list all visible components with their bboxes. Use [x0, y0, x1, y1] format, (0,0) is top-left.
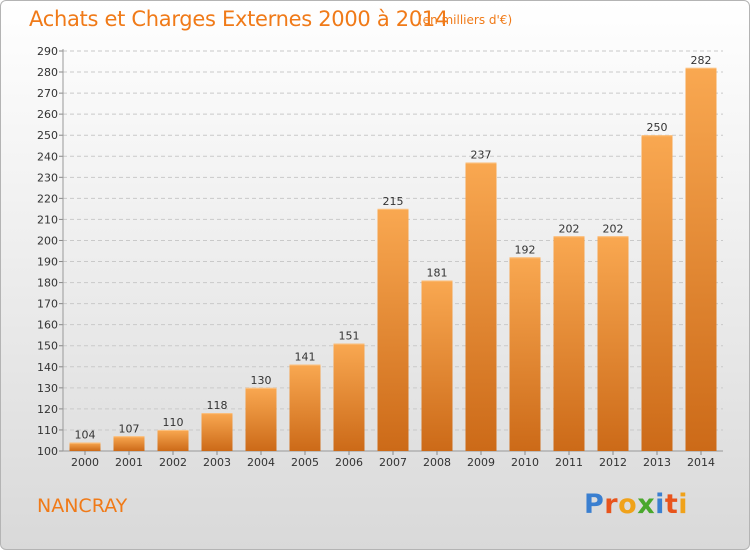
bar-2008 [421, 280, 453, 451]
data-label-2013: 250 [647, 121, 668, 134]
bar-2007 [377, 208, 409, 451]
y-tick-label: 290 [37, 45, 58, 58]
data-label-2004: 130 [251, 374, 272, 387]
bar-2006 [333, 343, 365, 451]
y-tick-label: 170 [37, 298, 58, 311]
x-tick-label-2004: 2004 [247, 456, 275, 469]
bar-2004 [245, 387, 277, 451]
logo-letter: x [637, 489, 656, 520]
chart-title: Achats et Charges Externes 2000 à 2014 [29, 7, 449, 31]
x-tick-label-2001: 2001 [115, 456, 143, 469]
data-label-2005: 141 [295, 351, 316, 364]
chart-unit-label: (en milliers d'€) [418, 13, 513, 27]
logo-letter: i [678, 489, 689, 520]
bar-2012 [597, 236, 629, 451]
data-label-2009: 237 [471, 149, 492, 162]
x-tick-label-2014: 2014 [687, 456, 715, 469]
logo-letter: o [618, 489, 638, 520]
data-label-2011: 202 [559, 222, 580, 235]
logo-letter: r [604, 489, 619, 520]
data-label-2007: 215 [383, 195, 404, 208]
data-label-2006: 151 [339, 330, 360, 343]
bar-2014 [685, 67, 717, 451]
y-tick-label: 190 [37, 256, 58, 269]
x-tick-label-2003: 2003 [203, 456, 231, 469]
town-name: NANCRAY [37, 495, 128, 517]
y-tick-label: 180 [37, 277, 58, 290]
y-tick-label: 150 [37, 340, 58, 353]
data-label-2008: 181 [427, 266, 448, 279]
y-tick-label: 120 [37, 403, 58, 416]
data-label-2000: 104 [75, 429, 96, 442]
proxiti-logo[interactable]: Proxiti [584, 489, 688, 520]
bar-2002 [157, 429, 189, 451]
x-tick-label-2002: 2002 [159, 456, 187, 469]
y-tick-label: 200 [37, 234, 58, 247]
bar-2013 [641, 135, 673, 452]
bar-2000 [69, 442, 101, 451]
y-tick-label: 240 [37, 150, 58, 163]
data-label-2010: 192 [515, 243, 536, 256]
x-tick-label-2006: 2006 [335, 456, 363, 469]
bar-2009 [465, 162, 497, 451]
y-tick-label: 230 [37, 171, 58, 184]
y-tick-label: 260 [37, 108, 58, 121]
bar-2001 [113, 436, 145, 451]
y-tick-label: 250 [37, 129, 58, 142]
x-tick-label-2010: 2010 [511, 456, 539, 469]
data-label-2014: 282 [691, 54, 712, 67]
x-tick-label-2012: 2012 [599, 456, 627, 469]
data-label-2001: 107 [119, 422, 140, 435]
x-tick-label-2011: 2011 [555, 456, 583, 469]
bar-2005 [289, 364, 321, 451]
y-tick-label: 270 [37, 87, 58, 100]
y-tick-label: 130 [37, 382, 58, 395]
x-tick-label-2008: 2008 [423, 456, 451, 469]
y-tick-label: 110 [37, 424, 58, 437]
y-tick-label: 160 [37, 319, 58, 332]
x-tick-label-2007: 2007 [379, 456, 407, 469]
bar-2010 [509, 257, 541, 451]
logo-letter: t [664, 489, 679, 520]
data-label-2003: 118 [207, 399, 228, 412]
y-tick-label: 220 [37, 192, 58, 205]
logo-letter: P [584, 489, 605, 520]
bar-2011 [553, 236, 585, 451]
logo-letter: i [655, 489, 665, 520]
x-tick-label-2000: 2000 [71, 456, 99, 469]
y-tick-label: 100 [37, 445, 58, 458]
y-tick-label: 210 [37, 213, 58, 226]
bar-2003 [201, 413, 233, 451]
axes: 100 110 120 130 140 150 160 170 180 190 200 210 220 2… [37, 45, 723, 469]
y-tick-label: 140 [37, 361, 58, 374]
x-tick-label-2009: 2009 [467, 456, 495, 469]
data-label-2002: 110 [163, 416, 184, 429]
bars [69, 67, 717, 452]
x-tick-label-2013: 2013 [643, 456, 671, 469]
x-tick-label-2005: 2005 [291, 456, 319, 469]
data-label-2012: 202 [603, 222, 624, 235]
data-labels: 104 107 110 118 130 141 151 215 181 237 192 202 202 2… [75, 54, 712, 442]
y-tick-label: 280 [37, 66, 58, 79]
